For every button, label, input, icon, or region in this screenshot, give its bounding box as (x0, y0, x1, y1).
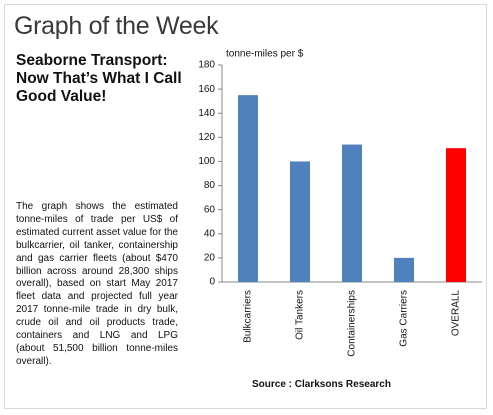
source: Source : Clarksons Research (252, 379, 391, 390)
x-tick-label: Gas Carriers (399, 290, 410, 347)
y-tick-label: 40 (204, 228, 216, 239)
y-tick-label: 140 (198, 108, 215, 119)
body-text: The graph shows the estimated tonne-mile… (16, 201, 178, 367)
x-tick-label: Bulkcarriers (243, 290, 254, 343)
bar (290, 161, 310, 282)
bar (394, 257, 414, 282)
y-tick-label: 120 (198, 132, 215, 143)
x-tick-label: Containerships (347, 290, 358, 357)
page-header: Graph of the Week (14, 12, 219, 40)
y-tick-label: 160 (198, 84, 215, 95)
frame (4, 4, 487, 409)
y-tick-label: 20 (204, 253, 216, 264)
x-tick-label: OVERALL (451, 290, 462, 337)
x-tick-label: Oil Tankers (295, 290, 306, 340)
y-axis-label: tonne-miles per $ (226, 49, 304, 60)
y-tick-label: 60 (204, 204, 216, 215)
bar (238, 95, 258, 282)
bar (342, 144, 362, 282)
y-tick-label: 100 (198, 156, 215, 167)
bar (446, 148, 466, 282)
y-tick-label: 0 (209, 277, 215, 288)
y-tick-label: 80 (204, 180, 216, 191)
y-tick-label: 180 (198, 60, 215, 71)
headline: Seaborne Transport: Now That’s What I Ca… (16, 52, 182, 105)
